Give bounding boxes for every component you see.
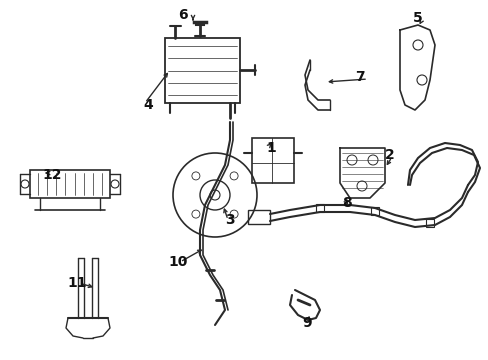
Bar <box>315 204 324 212</box>
Text: 9: 9 <box>302 316 311 330</box>
Text: 1: 1 <box>265 141 275 155</box>
Bar <box>251 138 293 183</box>
Text: 4: 4 <box>143 98 153 112</box>
Bar <box>164 38 240 103</box>
Text: 6: 6 <box>178 8 187 22</box>
Bar <box>247 210 269 224</box>
Bar <box>30 170 110 198</box>
Text: 11: 11 <box>67 276 86 290</box>
Text: 8: 8 <box>342 196 351 210</box>
Bar <box>425 219 433 227</box>
Text: 2: 2 <box>385 148 394 162</box>
Text: 10: 10 <box>168 255 187 269</box>
Text: 7: 7 <box>354 70 364 84</box>
Text: 12: 12 <box>42 168 61 182</box>
Text: 3: 3 <box>225 213 234 227</box>
Text: 5: 5 <box>412 11 422 25</box>
Bar <box>370 207 378 215</box>
